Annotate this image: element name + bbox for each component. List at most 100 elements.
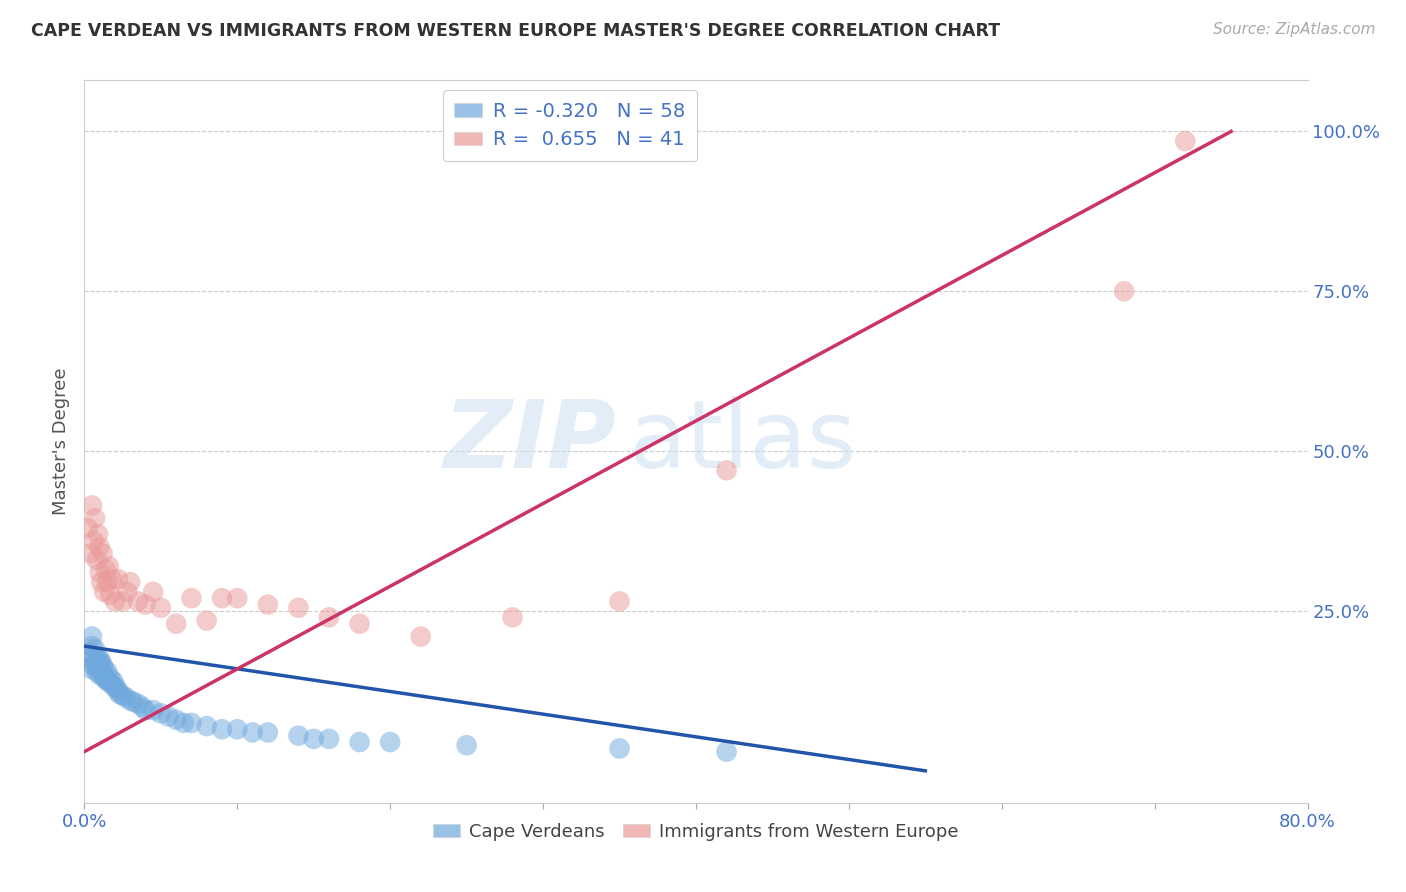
Point [79, 661, 101, 675]
Point [86, 553, 108, 567]
Text: CAPE VERDEAN VS IMMIGRANTS FROM WESTERN EUROPE MASTER'S DEGREE CORRELATION CHART: CAPE VERDEAN VS IMMIGRANTS FROM WESTERN … [31, 22, 1000, 40]
Point [211, 723, 233, 737]
Text: Source: ZipAtlas.com: Source: ZipAtlas.com [1212, 22, 1375, 37]
Point [84, 652, 107, 666]
Point [93, 661, 115, 675]
Point [120, 575, 142, 590]
Point [114, 690, 136, 705]
Legend: Cape Verdeans, Immigrants from Western Europe: Cape Verdeans, Immigrants from Western E… [426, 815, 966, 848]
Point [716, 745, 738, 759]
Point [84, 511, 107, 525]
Point [716, 463, 738, 477]
Text: atlas: atlas [628, 395, 856, 488]
Point [180, 591, 202, 606]
Point [609, 594, 631, 608]
Point [142, 703, 165, 717]
Point [349, 735, 371, 749]
Point [409, 630, 432, 644]
Point [86, 665, 108, 679]
Point [115, 584, 138, 599]
Point [142, 584, 165, 599]
Point [127, 594, 149, 608]
Point [83, 533, 105, 548]
Point [80, 499, 103, 513]
Point [122, 695, 145, 709]
Point [165, 616, 187, 631]
Point [87, 661, 110, 675]
Point [257, 725, 280, 739]
Point [135, 703, 157, 717]
Point [107, 572, 129, 586]
Point [120, 693, 142, 707]
Point [609, 741, 631, 756]
Point [149, 706, 172, 721]
Point [89, 652, 111, 666]
Point [93, 584, 115, 599]
Point [87, 527, 110, 541]
Point [257, 598, 280, 612]
Point [105, 681, 128, 695]
Point [79, 546, 101, 560]
Point [104, 594, 127, 608]
Point [80, 630, 103, 644]
Point [87, 652, 110, 666]
Point [90, 655, 112, 669]
Point [77, 646, 100, 660]
Text: ZIP: ZIP [443, 395, 616, 488]
Point [1114, 285, 1136, 299]
Point [173, 715, 195, 730]
Point [93, 671, 115, 685]
Point [165, 713, 187, 727]
Point [226, 591, 249, 606]
Point [349, 616, 371, 631]
Point [380, 735, 402, 749]
Point [502, 610, 524, 624]
Point [96, 665, 118, 679]
Point [91, 546, 114, 560]
Point [135, 598, 157, 612]
Point [84, 642, 107, 657]
Point [98, 671, 121, 685]
Point [318, 610, 340, 624]
Point [96, 674, 118, 689]
Point [226, 723, 249, 737]
Point [94, 562, 117, 576]
Point [89, 540, 111, 554]
Point [195, 614, 218, 628]
Point [1174, 134, 1197, 148]
Point [91, 668, 114, 682]
Point [89, 658, 111, 673]
Point [318, 731, 340, 746]
Point [89, 668, 111, 682]
Point [89, 566, 111, 580]
Point [180, 715, 202, 730]
Point [83, 658, 105, 673]
Point [96, 575, 118, 590]
Point [111, 689, 134, 703]
Point [97, 674, 120, 689]
Point [302, 731, 325, 746]
Point [287, 729, 309, 743]
Point [211, 591, 233, 606]
Point [97, 559, 120, 574]
Point [90, 665, 112, 679]
Point [98, 588, 121, 602]
Point [101, 572, 124, 586]
Point [242, 725, 264, 739]
Point [456, 738, 478, 752]
Point [195, 719, 218, 733]
Point [287, 600, 309, 615]
Point [101, 677, 124, 691]
Point [76, 521, 98, 535]
Point [94, 671, 117, 685]
Point [149, 600, 172, 615]
Point [111, 594, 134, 608]
Point [157, 709, 180, 723]
Point [103, 674, 125, 689]
Point [80, 639, 103, 653]
Point [131, 699, 153, 714]
Point [76, 652, 98, 666]
Point [90, 575, 112, 590]
Point [108, 687, 131, 701]
Point [104, 681, 127, 695]
